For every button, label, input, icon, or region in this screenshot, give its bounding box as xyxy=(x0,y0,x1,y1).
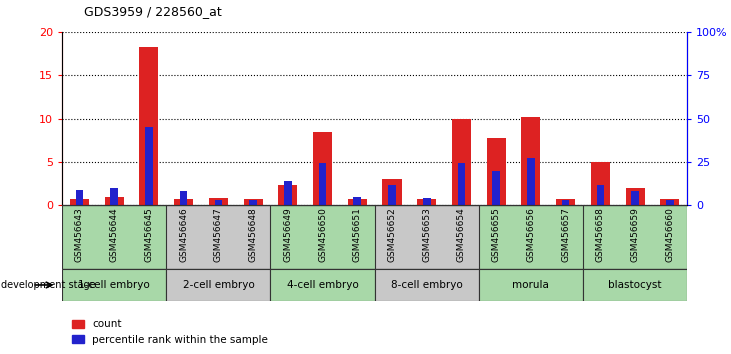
Bar xyxy=(417,199,436,205)
Text: GSM456651: GSM456651 xyxy=(353,207,362,262)
Text: GSM456656: GSM456656 xyxy=(526,207,535,262)
Text: GSM456644: GSM456644 xyxy=(110,207,118,262)
Bar xyxy=(140,47,159,205)
Text: GSM456652: GSM456652 xyxy=(387,207,396,262)
Bar xyxy=(209,198,228,205)
Text: GSM456646: GSM456646 xyxy=(179,207,188,262)
Bar xyxy=(632,192,639,205)
Bar xyxy=(319,163,326,205)
Text: GSM456657: GSM456657 xyxy=(561,207,570,262)
Bar xyxy=(591,162,610,205)
Bar xyxy=(666,200,673,205)
Bar xyxy=(270,269,375,301)
Bar xyxy=(562,200,569,205)
Bar xyxy=(556,199,575,205)
Bar xyxy=(493,171,500,205)
Bar xyxy=(243,199,262,205)
Text: development stage: development stage xyxy=(1,280,95,290)
Bar xyxy=(62,269,167,301)
Bar xyxy=(423,198,431,205)
Bar xyxy=(62,205,167,269)
Text: GSM456650: GSM456650 xyxy=(318,207,327,262)
Bar xyxy=(374,205,479,269)
Text: GSM456655: GSM456655 xyxy=(492,207,501,262)
Bar xyxy=(374,269,479,301)
Bar xyxy=(521,117,540,205)
Text: GSM456647: GSM456647 xyxy=(214,207,223,262)
Bar xyxy=(70,199,89,205)
Bar xyxy=(452,119,471,205)
Bar xyxy=(479,205,583,269)
Bar xyxy=(596,185,604,205)
Bar xyxy=(348,199,367,205)
Bar xyxy=(249,200,257,205)
Text: GSM456653: GSM456653 xyxy=(423,207,431,262)
Bar xyxy=(270,205,375,269)
Bar xyxy=(382,179,401,205)
Bar xyxy=(167,205,270,269)
Bar xyxy=(660,199,679,205)
Text: GSM456654: GSM456654 xyxy=(457,207,466,262)
Legend: count, percentile rank within the sample: count, percentile rank within the sample xyxy=(67,315,273,349)
Bar xyxy=(583,205,687,269)
Bar xyxy=(180,192,187,205)
Text: 4-cell embryo: 4-cell embryo xyxy=(287,280,358,290)
Bar xyxy=(145,127,153,205)
Bar xyxy=(626,188,645,205)
Bar xyxy=(167,269,270,301)
Bar xyxy=(479,269,583,301)
Text: blastocyst: blastocyst xyxy=(608,280,662,290)
Text: GDS3959 / 228560_at: GDS3959 / 228560_at xyxy=(84,5,221,18)
Bar xyxy=(583,269,687,301)
Bar xyxy=(215,200,222,205)
Text: 2-cell embryo: 2-cell embryo xyxy=(183,280,254,290)
Bar xyxy=(388,184,395,205)
Text: GSM456643: GSM456643 xyxy=(75,207,84,262)
Bar xyxy=(313,132,332,205)
Bar xyxy=(279,185,298,205)
Text: GSM456649: GSM456649 xyxy=(284,207,292,262)
Text: GSM456659: GSM456659 xyxy=(631,207,640,262)
Bar xyxy=(76,190,83,205)
Text: GSM456658: GSM456658 xyxy=(596,207,605,262)
Bar xyxy=(284,181,292,205)
Text: GSM456648: GSM456648 xyxy=(249,207,257,262)
Text: morula: morula xyxy=(512,280,549,290)
Bar xyxy=(110,188,118,205)
Bar xyxy=(105,197,124,205)
Text: GSM456645: GSM456645 xyxy=(145,207,154,262)
Bar xyxy=(354,197,361,205)
Text: GSM456660: GSM456660 xyxy=(665,207,674,262)
Bar xyxy=(527,158,534,205)
Text: 8-cell embryo: 8-cell embryo xyxy=(391,280,463,290)
Bar xyxy=(487,138,506,205)
Text: 1-cell embryo: 1-cell embryo xyxy=(78,280,150,290)
Bar xyxy=(174,199,193,205)
Bar xyxy=(458,163,465,205)
